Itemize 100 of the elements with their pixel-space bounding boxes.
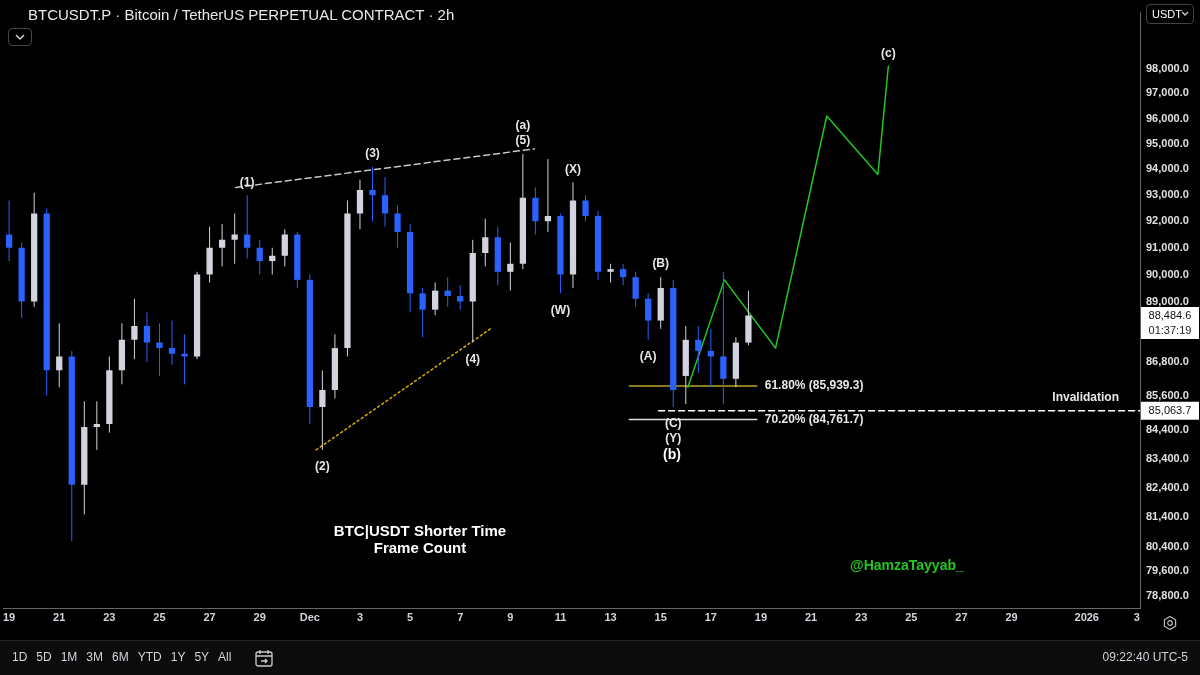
x-tick-label: 21 [53, 610, 66, 623]
candlestick [231, 213, 238, 265]
candlestick [720, 271, 727, 405]
annotation: (W) [550, 302, 571, 317]
chart-title: BTCUSDT.P · Bitcoin / TetherUS PERPETUAL CONTRACT · 2h [28, 6, 455, 23]
candlestick [219, 223, 226, 267]
annotation: (4) [465, 351, 481, 366]
candlestick [381, 176, 389, 228]
annotation: (A) [639, 349, 657, 364]
candlestick [168, 320, 176, 366]
text: All [218, 650, 232, 664]
x-tick-label: 27 [203, 610, 216, 623]
text: 5Y [194, 650, 210, 664]
x-tick-label: 13 [604, 610, 617, 623]
annotation: (c) [881, 45, 896, 60]
text: 1D [12, 650, 28, 664]
x-tick-label: 19 [754, 610, 768, 623]
annotation: (C) [664, 416, 682, 431]
candlestick [619, 263, 627, 286]
x-tick-label: 3 [356, 610, 364, 623]
annotation: (b) [662, 446, 682, 462]
candlestick [131, 298, 138, 360]
y-tick-label: 94,000.0 [1146, 162, 1189, 175]
candlestick [244, 194, 251, 259]
text: 09:22:40 UTC-5 [1102, 650, 1188, 664]
x-tick-label: 15 [654, 610, 667, 623]
candlestick [5, 199, 13, 262]
y-tick-label: 79,600.0 [1146, 564, 1189, 577]
candlestick [319, 369, 326, 451]
x-tick-label: 2026 [1074, 610, 1099, 623]
candlestick [143, 311, 151, 363]
text: 5D [36, 650, 52, 664]
y-tick-label: 83,400.0 [1146, 451, 1189, 464]
text: 01:37:19 [1141, 323, 1199, 339]
y-tick-label: 84,400.0 [1146, 422, 1189, 435]
text: 6M [112, 650, 129, 664]
y-tick-label: 78,800.0 [1146, 588, 1189, 601]
y-tick-label: 82,400.0 [1146, 480, 1189, 493]
y-tick-label: 98,000.0 [1146, 61, 1189, 74]
candlestick [256, 239, 263, 275]
y-tick-label: 80,400.0 [1146, 540, 1189, 553]
candlestick [582, 194, 589, 222]
x-tick-label: 19 [2, 610, 16, 623]
candlestick [507, 241, 514, 292]
candlestick [394, 205, 401, 249]
candlestick [419, 287, 426, 338]
candlestick [432, 282, 439, 316]
x-tick-label: 29 [253, 610, 266, 623]
annotation: (3) [365, 146, 380, 161]
y-tick-label: 85,600.0 [1146, 388, 1189, 401]
x-tick-label: 7 [457, 610, 464, 623]
candlestick [369, 166, 376, 222]
annotation: (5) [515, 133, 531, 148]
x-tick-label: 5 [407, 610, 414, 623]
y-tick-label: 89,000.0 [1146, 294, 1189, 307]
annotation: (X) [564, 161, 581, 176]
y-tick-label: 90,000.0 [1146, 267, 1189, 280]
candlestick [156, 322, 163, 377]
annotation: Invalidation [1052, 390, 1120, 405]
annotation: (2) [315, 459, 330, 474]
text: 1M [60, 650, 78, 664]
text: 1Y [170, 650, 186, 664]
annotation: 61.80% (85,939.3) [764, 378, 864, 393]
y-tick-label: 96,000.0 [1146, 111, 1189, 124]
y-tick-label: 93,000.0 [1146, 188, 1189, 201]
x-tick-label: 11 [554, 610, 567, 623]
y-tick-label: 91,000.0 [1146, 240, 1189, 253]
text: 3M [86, 650, 104, 664]
x-tick-label: 29 [1005, 610, 1018, 623]
annotation: (1) [239, 174, 255, 189]
annotation: BTC|USDT Shorter Time Frame Count [332, 522, 508, 556]
x-tick-label: 25 [905, 610, 918, 623]
y-tick-label: 86,800.0 [1146, 355, 1189, 368]
candlestick [93, 400, 100, 451]
annotation: 70.20% (84,761.7) [764, 411, 864, 426]
candlestick [482, 218, 489, 267]
candlestick [356, 179, 364, 230]
x-tick-label: 23 [103, 610, 116, 623]
candlestick [607, 263, 614, 284]
y-tick-label: 95,000.0 [1146, 136, 1189, 149]
candlestick [645, 292, 652, 341]
annotation: 85,063.7 [1148, 403, 1192, 416]
text: USDT [1152, 8, 1182, 20]
annotation: (Y) [665, 431, 682, 446]
x-tick-label: 3 [1133, 610, 1140, 623]
annotation: (a) [515, 118, 531, 133]
x-tick-label: 25 [153, 610, 166, 623]
candlestick [532, 186, 539, 236]
y-tick-label: 92,000.0 [1146, 214, 1189, 227]
text: YTD [137, 650, 162, 664]
candlestick [632, 271, 639, 308]
annotation: (B) [652, 256, 670, 271]
candlestick [281, 228, 288, 267]
y-tick-label: 81,400.0 [1146, 510, 1189, 523]
x-tick-label: Dec [299, 610, 320, 623]
x-tick-label: 21 [804, 610, 818, 623]
candlestick [544, 158, 552, 233]
candlestick [695, 325, 702, 374]
annotation: @HamzaTayyab_ [850, 557, 964, 573]
candlestick [269, 247, 276, 275]
